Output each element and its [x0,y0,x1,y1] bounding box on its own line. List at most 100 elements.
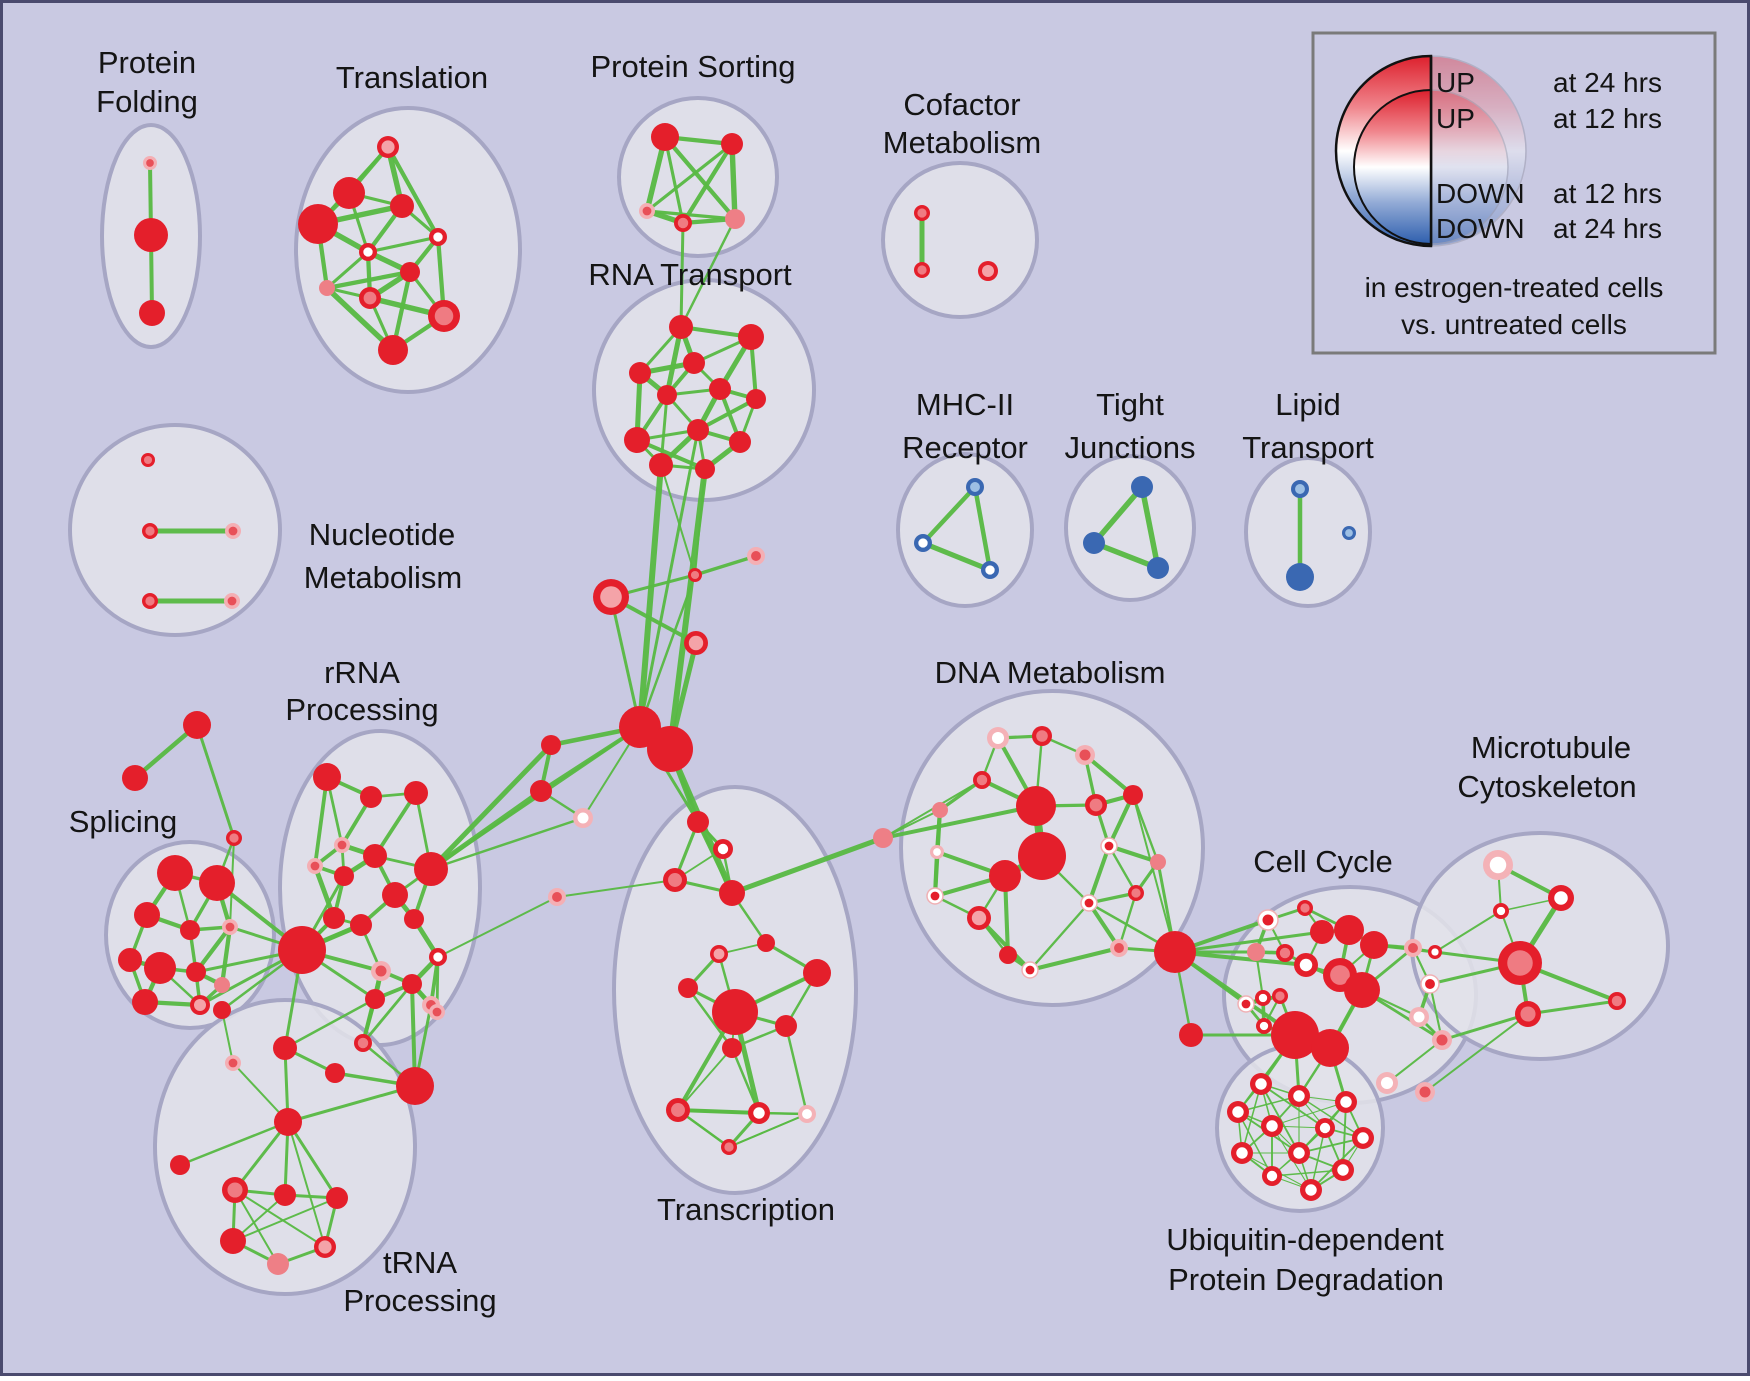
gene-node-core [1413,1011,1425,1023]
gene-node-core [357,1037,369,1049]
cluster-label-dna-metabolism: DNA Metabolism [935,655,1166,690]
gene-node-tight-junctions [1131,476,1153,498]
gene-node-rna-transport [738,324,764,350]
gene-node-splicing [214,977,230,993]
cluster-label-tight-junctions: Junctions [1065,430,1196,465]
gene-node-core [229,833,239,843]
gene-node-rrna-processing [278,926,326,974]
gene-node-core [432,1007,442,1017]
edge-rrna-processing [373,791,418,858]
gene-node-translation [400,262,420,282]
edge-connector [428,742,554,872]
gene-node-core [1266,1170,1278,1182]
edge-ubiquitin-degradation [1298,1095,1364,1139]
gene-node-connectors [647,726,693,772]
cluster-label-cell-cycle: Cell Cycle [1253,844,1393,879]
cluster-bubble-tight-junctions [1064,454,1196,602]
gene-node-core [375,965,387,977]
edge-microtubule-cytoskeleton [1526,999,1619,1016]
edge-mhc-ii-receptor [972,484,993,573]
gene-node-dna-metabolism [932,802,948,818]
gene-node-core [1258,993,1268,1003]
gene-node-trna-processing [220,1228,246,1254]
gene-node-cell-cycle [1311,1029,1349,1067]
cluster-label-mhc-ii-receptor: MHC-II [916,387,1014,422]
edge-tight-junctions [1091,484,1145,546]
gene-node-rna-transport [746,389,766,409]
labels-layer: Protein Folding Translation Protein Sorting… [69,45,1637,1318]
gene-node-dna-metabolism [1150,854,1166,870]
legend-direction-3: DOWN [1436,213,1525,244]
gene-node-splicing [199,865,235,901]
gene-node-core [1131,888,1141,898]
edge-connector [1424,1013,1529,1093]
gene-node-translation [333,177,365,209]
legend-time-3: at 24 hrs [1553,213,1662,244]
gene-node-core [1319,1122,1331,1134]
edge-protein-sorting [645,142,734,213]
gene-node-core [1330,965,1350,985]
gene-node-core [930,891,940,901]
edge-connector [178,1120,290,1167]
gene-node-core [1496,906,1506,916]
gene-node-core [1104,841,1114,851]
cluster-label-trna-processing: Processing [343,1283,496,1318]
gene-node-core [1259,1021,1269,1031]
gene-node-core [1345,529,1353,537]
gene-node-dna-metabolism [989,860,1021,892]
gene-node-core [381,140,395,154]
gene-node-core [577,812,589,824]
cluster-label-nucleotide-metabolism: Nucleotide [309,517,455,552]
cluster-label-microtubule-cytoskeleton: Microtubule [1471,730,1631,765]
gene-node-rna-transport [695,459,715,479]
gene-node-rna-transport [624,427,650,453]
gene-node-core [713,948,725,960]
gene-node-core [753,1107,765,1119]
edge-connector [195,723,236,840]
gene-node-trna-processing [396,1067,434,1105]
gene-node-trna-processing [326,1187,348,1209]
cluster-bubble-translation [294,106,522,394]
edge-connector [234,1189,326,1248]
gene-node-core [976,774,988,786]
gene-node-rna-transport [629,362,651,384]
cluster-label-microtubule-cytoskeleton: Cytoskeleton [1457,769,1636,804]
gene-node-connectors [1154,931,1196,973]
gene-node-core [1025,965,1035,975]
gene-node-core [690,570,700,580]
edge-rrna-processing [361,982,414,1045]
edge-connector [696,820,734,895]
gene-node-core [1255,1078,1267,1090]
gene-node-core [433,952,443,962]
gene-node-core [985,565,995,575]
gene-node-rna-transport [657,385,677,405]
edge-connector [676,1108,761,1115]
gene-node-core [337,840,347,850]
edge-connector [233,1120,290,1192]
gene-node-core [1084,898,1094,908]
gene-node-splicing [180,920,200,940]
edge-mhc-ii-receptor [920,484,978,546]
legend-direction-2: DOWN [1436,178,1525,209]
gene-node-cell-cycle [1344,972,1380,1008]
legend: UP at 24 hrs UP at 12 hrs DOWN at 12 hrs DOWN a… [1311,31,1717,355]
gene-node-core [1279,947,1291,959]
gene-node-core [671,1103,685,1117]
edge-ubiquitin-degradation [1237,1111,1273,1177]
edge-dna-metabolism [1027,945,1122,973]
gene-node-rrna-processing [404,781,428,805]
gene-node-core [970,482,980,492]
cluster-label-rrna-processing: Processing [285,692,438,727]
gene-node-trna-processing [267,1253,289,1275]
gene-node-cell-cycle [1310,920,1334,944]
gene-node-core [225,922,235,932]
edge-splicing [219,924,233,988]
cluster-label-transcription: Transcription [657,1192,835,1227]
gene-node-rrna-processing [365,989,385,1009]
gene-node-core [802,1109,812,1119]
gene-node-rrna-processing [382,882,408,908]
edge-dna-metabolism [1082,752,1136,798]
edge-connector [729,835,886,896]
gene-node-core [228,526,238,536]
gene-node-trna-processing [274,1108,302,1136]
